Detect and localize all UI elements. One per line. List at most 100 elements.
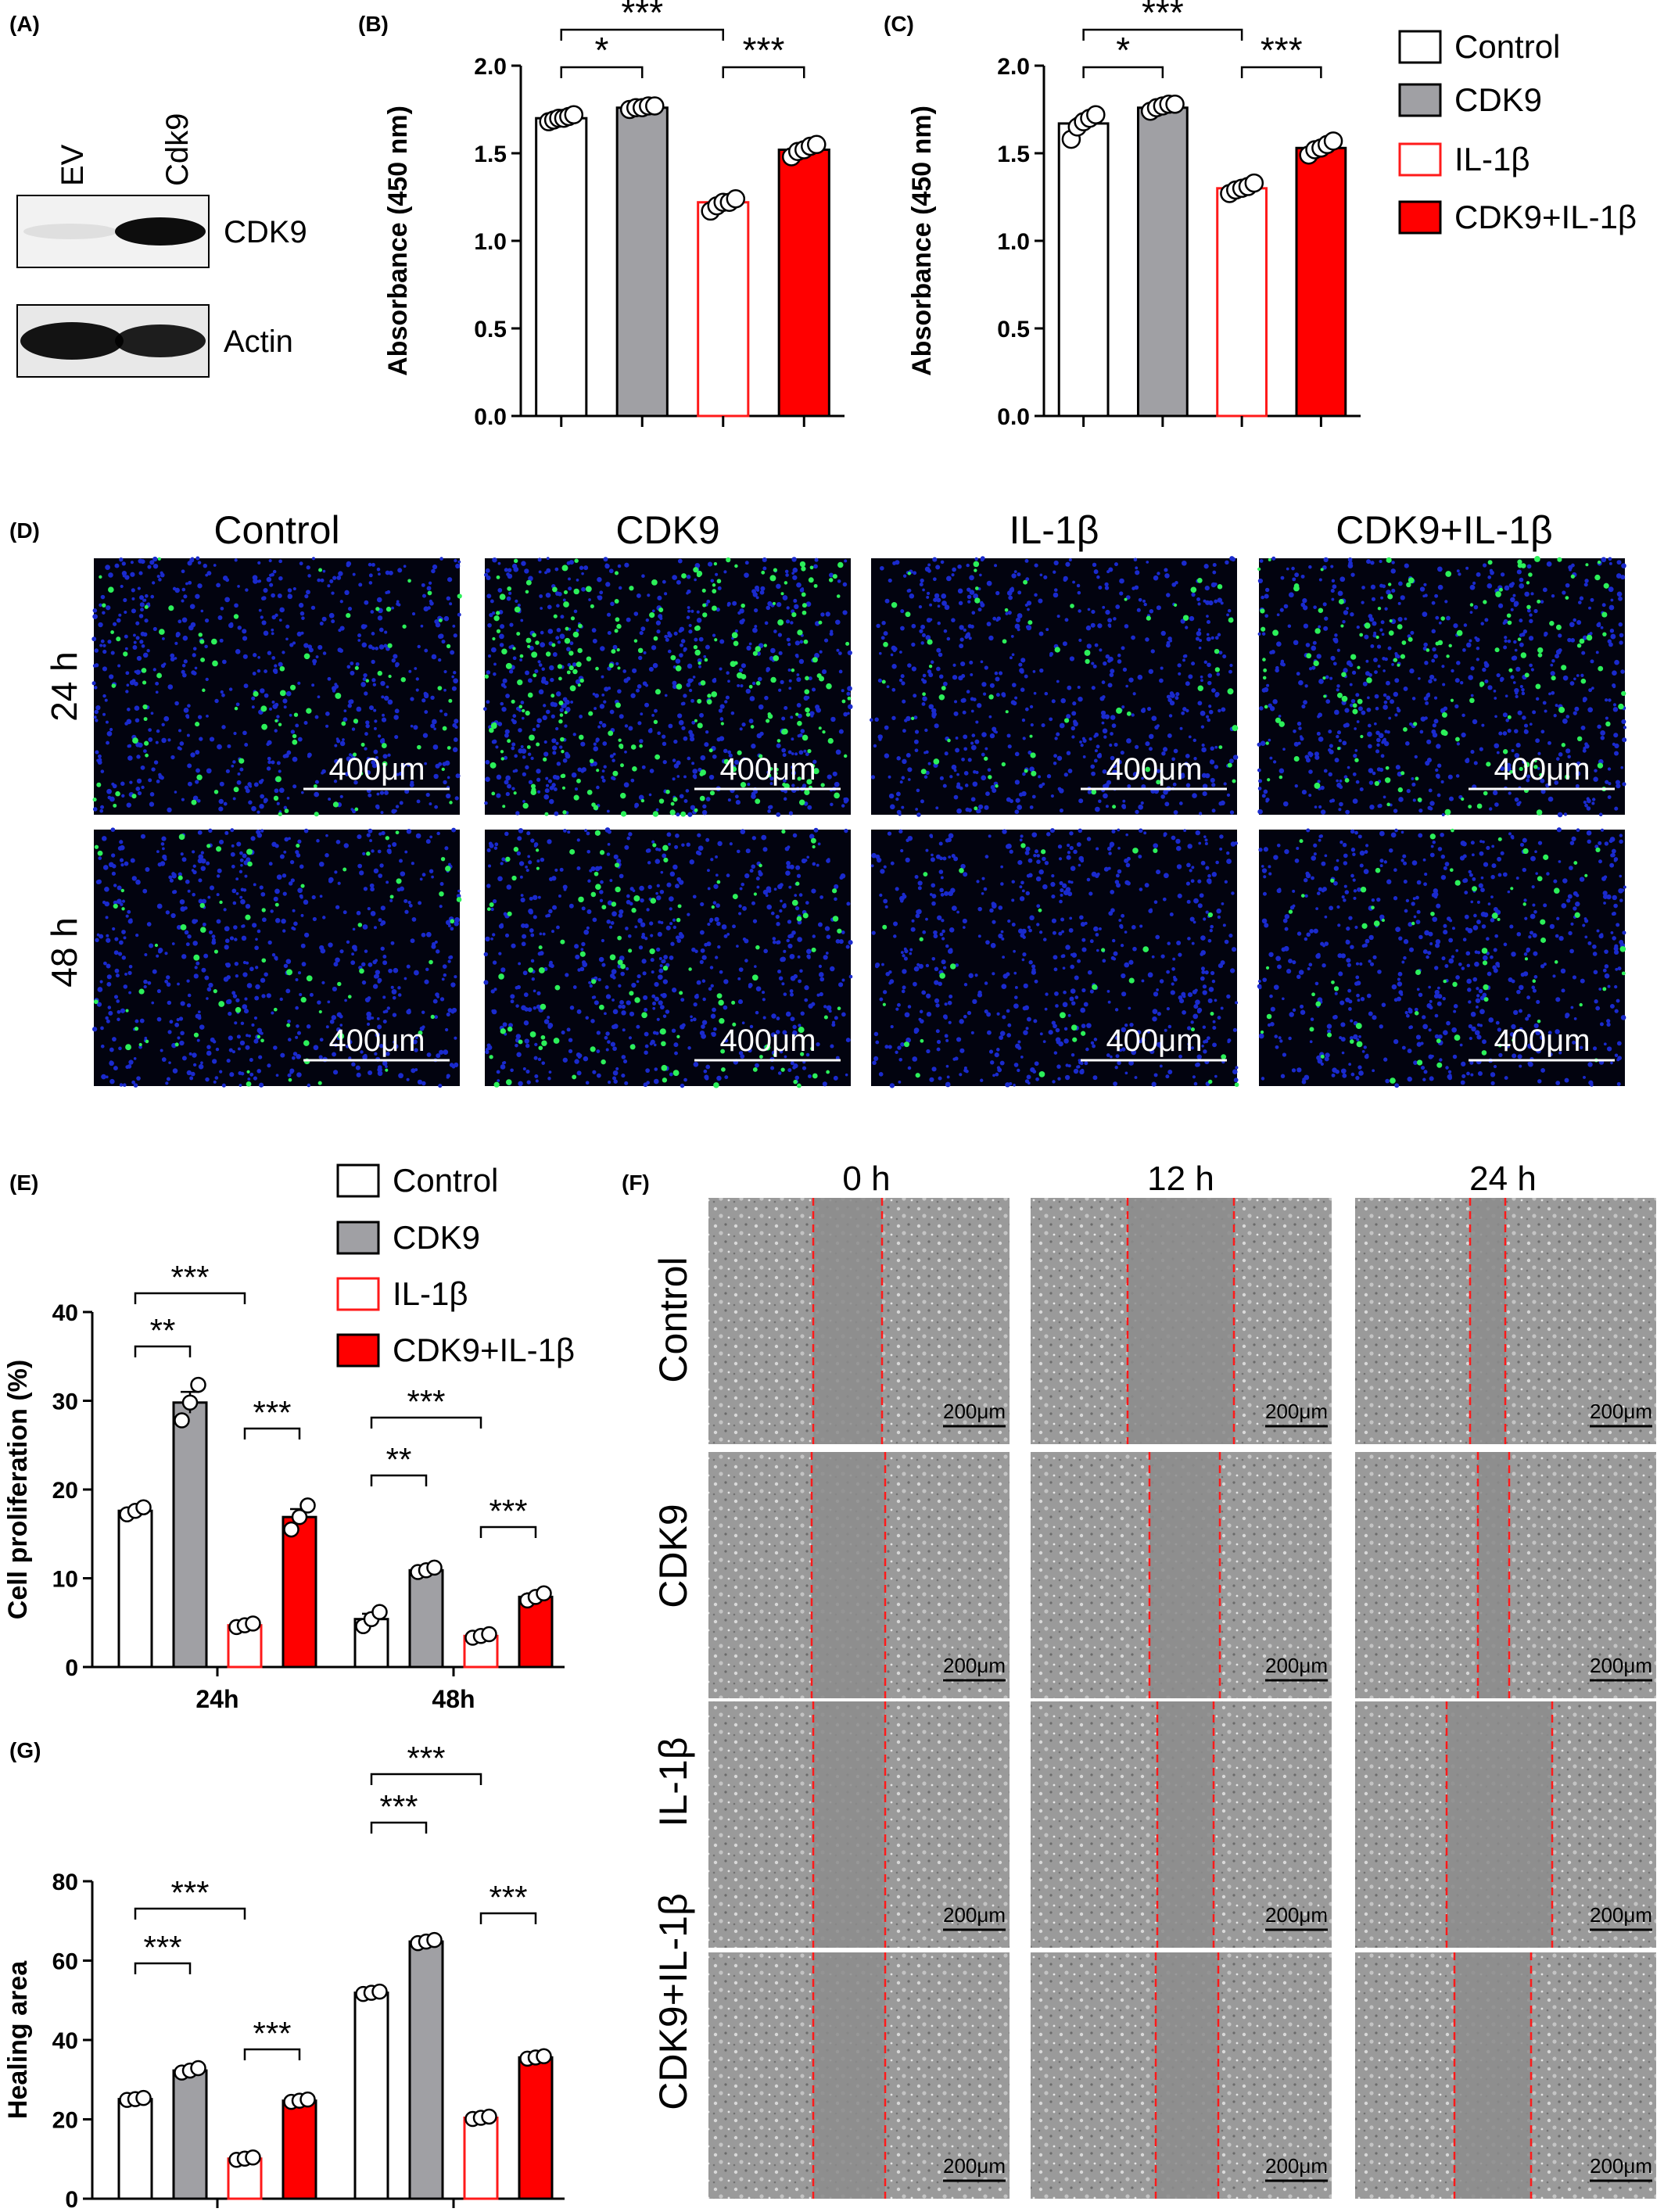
nucleus-dot [439, 709, 443, 713]
nucleus-dot [1442, 683, 1446, 687]
nucleus-dot [201, 898, 206, 904]
nucleus-dot [1516, 569, 1522, 575]
nucleus-dot [231, 888, 237, 894]
edu-dot [576, 778, 581, 783]
nucleus-dot [1378, 803, 1382, 808]
nucleus-dot [611, 911, 617, 917]
nucleus-dot [776, 1016, 780, 1020]
nucleus-dot [1398, 797, 1404, 802]
nucleus-dot [187, 993, 192, 998]
nucleus-dot [793, 1063, 798, 1069]
nucleus-dot [1070, 726, 1076, 731]
nucleus-dot [707, 887, 711, 891]
nucleus-dot [421, 583, 425, 587]
nucleus-dot [746, 645, 751, 651]
nucleus-dot [300, 943, 306, 948]
edu-dot [561, 749, 565, 754]
edu-dot [337, 981, 342, 987]
nucleus-dot [232, 797, 236, 801]
nucleus-dot [847, 650, 852, 656]
nucleus-dot [435, 622, 441, 628]
nucleus-dot [331, 686, 337, 691]
nucleus-dot [249, 1058, 253, 1063]
nucleus-dot [607, 842, 611, 846]
y-tick-label: 2.0 [997, 54, 1030, 80]
nucleus-dot [687, 1046, 691, 1050]
nucleus-dot [1121, 646, 1125, 651]
nucleus-dot [1052, 930, 1056, 935]
edu-dot [156, 672, 163, 679]
edu-dot [761, 570, 766, 575]
nucleus-dot [130, 561, 134, 565]
nucleus-dot [1053, 754, 1057, 758]
nucleus-dot [162, 636, 165, 640]
edu-dot [810, 837, 816, 844]
edu-dot [697, 698, 702, 704]
nucleus-dot [838, 729, 844, 734]
nucleus-dot [625, 966, 629, 971]
nucleus-dot [100, 594, 106, 600]
nucleus-dot [228, 1011, 232, 1016]
nucleus-dot [350, 960, 356, 966]
nucleus-dot [1054, 737, 1058, 740]
nucleus-dot [1514, 648, 1518, 652]
nucleus-dot [1336, 730, 1342, 735]
edu-dot [1341, 695, 1348, 702]
nucleus-dot [1107, 683, 1113, 688]
nucleus-dot [1309, 754, 1313, 758]
nucleus-dot [1122, 805, 1127, 809]
nucleus-dot [565, 973, 569, 977]
edu-dot [536, 742, 540, 747]
nucleus-dot [552, 751, 557, 755]
nucleus-dot [370, 910, 376, 916]
nucleus-dot [980, 602, 985, 608]
nucleus-dot [1318, 578, 1322, 582]
nucleus-dot [647, 593, 651, 597]
nucleus-dot [1593, 776, 1598, 782]
nucleus-dot [511, 787, 515, 791]
nucleus-dot [1524, 591, 1530, 597]
nucleus-dot [231, 864, 235, 869]
nucleus-dot [192, 1063, 197, 1067]
nucleus-dot [1293, 640, 1299, 646]
nucleus-dot [489, 843, 494, 848]
nucleus-dot [1117, 759, 1122, 765]
edu-dot [366, 851, 371, 856]
nucleus-dot [1380, 620, 1385, 625]
edu-dot [740, 782, 747, 788]
nucleus-dot [451, 827, 457, 833]
nucleus-dot [1163, 873, 1169, 879]
nucleus-dot [1210, 636, 1214, 640]
edu-dot [804, 789, 810, 795]
nucleus-dot [96, 1002, 102, 1007]
nucleus-dot [170, 912, 176, 919]
edu-dot [446, 644, 451, 649]
nucleus-dot [1338, 808, 1342, 812]
nucleus-dot [928, 704, 934, 710]
nucleus-dot [1523, 729, 1529, 734]
nucleus-dot [1496, 751, 1500, 755]
nucleus-dot [421, 1010, 425, 1014]
nucleus-dot [378, 644, 385, 650]
nucleus-dot [612, 1009, 619, 1015]
nucleus-dot [1039, 573, 1043, 577]
nucleus-dot [1424, 661, 1429, 665]
nucleus-dot [888, 578, 892, 583]
nucleus-dot [319, 621, 324, 626]
nucleus-dot [192, 795, 199, 801]
nucleus-dot [156, 903, 163, 909]
nucleus-dot [211, 940, 217, 945]
legend-top-label-cdk9: CDK9 [1454, 81, 1542, 118]
nucleus-dot [1612, 684, 1616, 689]
nucleus-dot [940, 876, 944, 880]
nucleus-dot [1147, 972, 1153, 978]
nucleus-dot [424, 979, 429, 984]
nucleus-dot [1393, 691, 1399, 697]
nucleus-dot [1197, 628, 1201, 632]
nucleus-dot [776, 940, 781, 945]
nucleus-dot [433, 773, 439, 780]
nucleus-dot [274, 788, 279, 794]
nucleus-dot [1383, 700, 1388, 704]
nucleus-dot [701, 1020, 708, 1025]
nucleus-dot [798, 979, 802, 984]
